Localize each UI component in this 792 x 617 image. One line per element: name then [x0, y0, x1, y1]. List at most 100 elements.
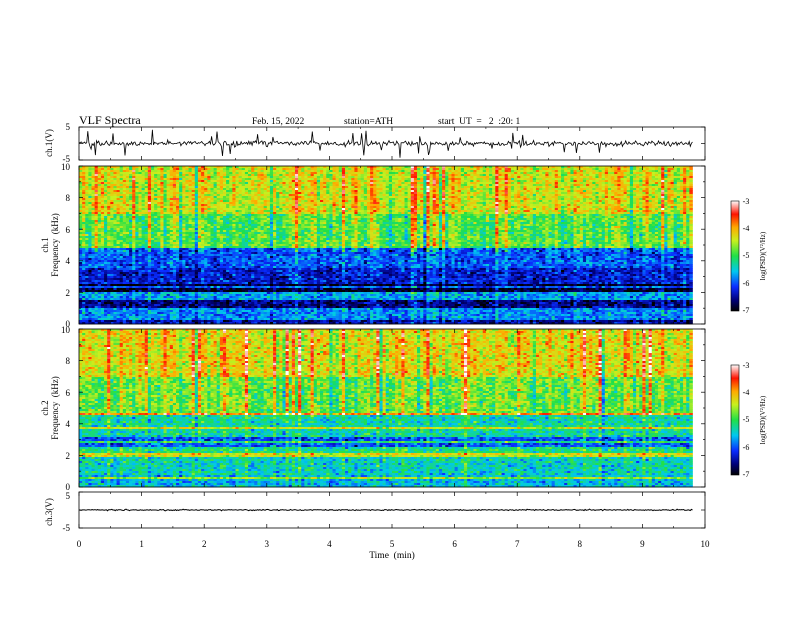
ch1-spectrogram-cell: [151, 272, 154, 274]
ch1-spectrogram-cell: [207, 218, 210, 220]
ch1-spectrogram-cell: [164, 224, 167, 226]
ch1-spectrogram-cell: [192, 218, 195, 220]
ch1-spectrogram-cell: [98, 232, 101, 234]
ch1-spectrogram-cell: [254, 312, 257, 314]
ch1-spectrogram-cell: [236, 198, 239, 200]
ch1-spectrogram-cell: [214, 302, 217, 304]
ch1-spectrogram-cell: [132, 180, 135, 182]
ch1-spectrogram-cell: [251, 180, 254, 182]
ch1-spectrogram-cell: [173, 278, 176, 280]
ch1-spectrogram-cell: [138, 272, 141, 274]
ch1-spectrogram-cell: [220, 266, 223, 268]
ch1-spectrogram-cell: [142, 262, 145, 264]
ch1-spectrogram-cell: [157, 172, 160, 174]
ch1-spectrogram-cell: [154, 182, 157, 184]
ch1-spectrogram-cell: [217, 266, 220, 268]
ch1-spectrogram-cell: [98, 268, 101, 270]
ch1-spectrogram-cell: [204, 218, 207, 220]
ch1-waveform-ylabel: ch.1(V): [44, 129, 54, 157]
ch1-spectrogram-cell: [223, 280, 226, 282]
ch1-spectrogram-cell: [248, 300, 251, 302]
ch1-spectrogram-cell: [201, 202, 204, 204]
ch1-spectrogram-cell: [101, 206, 104, 208]
ch1-spectrogram-cell: [204, 196, 207, 198]
ch1-spectrogram-cell: [232, 278, 235, 280]
ch1-spectrogram-cell: [120, 170, 123, 172]
ch1-spectrogram-cell: [226, 320, 229, 322]
ch1-spectrogram-cell: [104, 318, 107, 320]
ch1-spectrogram-cell: [117, 216, 120, 218]
ch1-spectrogram-cell: [239, 240, 242, 242]
ch1-spectrogram-cell: [195, 202, 198, 204]
ch1-spectrogram-cell: [179, 292, 182, 294]
ch1-spectrogram-cell: [239, 316, 242, 318]
ch1-spectrogram-cell: [164, 190, 167, 192]
ch1-spectrogram-cell: [95, 254, 98, 256]
ch1-spectrogram-cell: [248, 250, 251, 252]
ch1-spectrogram-cell: [245, 242, 248, 244]
ch1-spectrogram-cell: [126, 306, 129, 308]
ch1-spectrogram-cell: [142, 314, 145, 316]
ch1-spectrogram-cell: [148, 244, 151, 246]
ch1-spectrogram-cell: [185, 190, 188, 192]
ch1-spectrogram-cell: [170, 282, 173, 284]
ch1-spectrogram-cell: [120, 296, 123, 298]
ch1-spectrogram-cell: [273, 236, 276, 238]
ch1-spectrogram-cell: [151, 256, 154, 258]
ch1-spectrogram-cell: [210, 228, 213, 230]
ch1-spectrogram-cell: [198, 302, 201, 304]
ch1-spectrogram-cell: [201, 218, 204, 220]
ch1-spectrogram-cell: [220, 290, 223, 292]
ch1-spectrogram-cell: [126, 300, 129, 302]
ch1-spectrogram-cell: [226, 240, 229, 242]
ch1-spectrogram-cell: [204, 168, 207, 170]
ch1-spectrogram-cell: [82, 176, 85, 178]
ch1-spectrogram-cell: [189, 264, 192, 266]
ch1-spectrogram-cell: [85, 208, 88, 210]
ch1-spectrogram-cell: [242, 320, 245, 322]
ch1-spectrogram-cell: [92, 290, 95, 292]
ch1-spectrogram-cell: [85, 294, 88, 296]
ch1-spectrogram-cell: [126, 170, 129, 172]
ch1-spectrogram-cell: [160, 294, 163, 296]
ch1-spectrogram-cell: [79, 318, 82, 320]
ch1-spectrogram-cell: [135, 198, 138, 200]
ch1-spectrogram-cell: [189, 190, 192, 192]
ch1-spectrogram-cell: [160, 194, 163, 196]
ch1-spectrogram-cell: [232, 190, 235, 192]
ch1-spectrogram-cell: [88, 280, 91, 282]
ch1-spectrogram-cell: [242, 194, 245, 196]
ch1-spectrogram-cell: [167, 272, 170, 274]
ch1-spectrogram-cell: [267, 272, 270, 274]
ch1-spectrogram-cell: [176, 200, 179, 202]
ch1-spectrogram-cell: [192, 250, 195, 252]
ch1-spectrogram-cell: [270, 186, 273, 188]
ch1-spectrogram-cell: [245, 168, 248, 170]
ch1-spectrogram-cell: [264, 180, 267, 182]
ch1-spectrogram-cell: [104, 234, 107, 236]
ch1-spectrogram-cell: [217, 242, 220, 244]
ch1-spectrogram-cell: [217, 306, 220, 308]
ch1-spectrogram-cell: [204, 300, 207, 302]
ch1-spectrogram-cell: [95, 172, 98, 174]
ch1-spectrogram-cell: [217, 276, 220, 278]
ch1-spectrogram-cell: [113, 232, 116, 234]
ch1-spectrogram-cell: [110, 202, 113, 204]
ch1-spectrogram-cell: [98, 250, 101, 252]
ch1-spectrogram-cell: [210, 268, 213, 270]
ch1-spectrogram-cell: [189, 272, 192, 274]
ch1-spectrogram-cell: [270, 290, 273, 292]
ch1-spectrogram-cell: [198, 274, 201, 276]
ch1-spectrogram-cell: [85, 292, 88, 294]
ch1-spectrogram-cell: [148, 258, 151, 260]
ch1-spectrogram-cell: [160, 300, 163, 302]
ch1-spectrogram-cell: [201, 236, 204, 238]
ch1-spectrogram-cell: [214, 218, 217, 220]
ch1-spectrogram-cell: [135, 178, 138, 180]
ch1-spectrogram-cell: [104, 180, 107, 182]
ch1-spectrogram-cell: [170, 172, 173, 174]
ch1-spectrogram-cell: [145, 318, 148, 320]
ch1-spectrogram-cell: [135, 248, 138, 250]
ch1-spectrogram-cell: [201, 266, 204, 268]
ch1-spectrogram-cell: [189, 170, 192, 172]
